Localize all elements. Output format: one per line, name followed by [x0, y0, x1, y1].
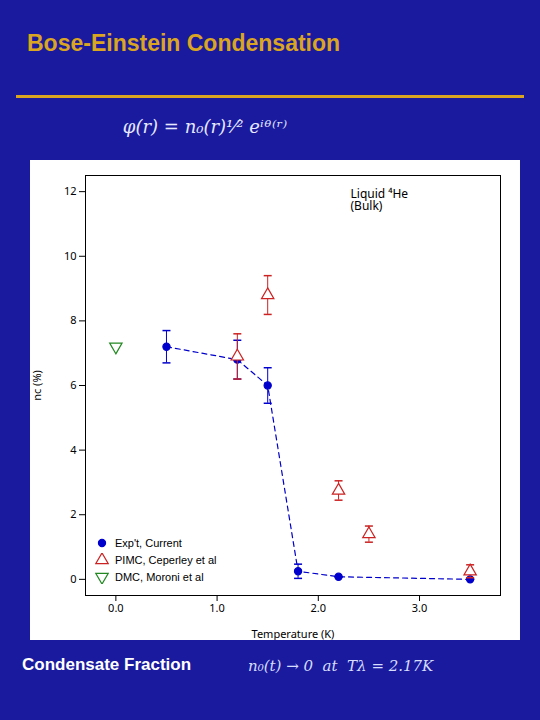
html-text:n₀(t) → 0 at Tλ = 2.17K: n₀(t) → 0 at Tλ = 2.17K	[248, 657, 434, 675]
svg-text:Temperature (K): Temperature (K)	[252, 626, 335, 641]
svg-text:1.0: 1.0	[209, 600, 225, 615]
svg-text:nc (%): nc (%)	[30, 370, 44, 401]
svg-text:6: 6	[70, 377, 76, 392]
svg-text:10: 10	[64, 248, 77, 263]
svg-text:4: 4	[70, 442, 77, 457]
svg-text:0.0: 0.0	[108, 600, 124, 615]
html-text:Bose-Einstein Condensation: Bose-Einstein Condensation	[27, 30, 341, 56]
svg-text:0: 0	[70, 571, 76, 586]
html-text:φ(r) = n₀(r)¹⁄² eⁱᶿ⁽ʳ⁾: φ(r) = n₀(r)¹⁄² eⁱᶿ⁽ʳ⁾	[122, 116, 288, 137]
svg-text:3.0: 3.0	[412, 600, 428, 615]
html-text:Condensate Fraction: Condensate Fraction	[22, 655, 192, 674]
html-text:Exp't, Current: Exp't, Current	[115, 536, 182, 549]
svg-text:8: 8	[70, 312, 76, 327]
svg-text:2: 2	[70, 506, 76, 521]
svg-text:12: 12	[64, 183, 77, 198]
html-text:DMC, Moroni et al: DMC, Moroni et al	[115, 570, 204, 583]
html-text:PIMC, Ceperley et al: PIMC, Ceperley et al	[115, 553, 217, 566]
svg-text:2.0: 2.0	[311, 600, 327, 615]
svg-text:Liquid ⁴He(Bulk): Liquid ⁴He(Bulk)	[351, 185, 409, 214]
